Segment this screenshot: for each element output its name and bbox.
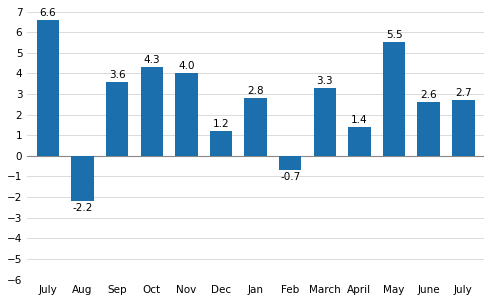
Text: 4.0: 4.0 — [178, 61, 194, 71]
Text: -0.7: -0.7 — [280, 172, 300, 182]
Bar — [452, 100, 474, 156]
Text: 2.6: 2.6 — [420, 90, 437, 100]
Text: 3.6: 3.6 — [109, 69, 126, 80]
Text: 5.5: 5.5 — [386, 31, 403, 40]
Text: 6.6: 6.6 — [40, 8, 56, 18]
Bar — [106, 82, 129, 156]
Bar — [279, 156, 301, 170]
Bar — [140, 67, 163, 156]
Bar — [37, 20, 59, 156]
Bar — [348, 127, 371, 156]
Bar — [71, 156, 94, 201]
Bar — [210, 131, 232, 156]
Bar — [383, 43, 405, 156]
Text: 1.4: 1.4 — [351, 115, 368, 125]
Text: 2.7: 2.7 — [455, 88, 471, 98]
Bar — [314, 88, 336, 156]
Bar — [245, 98, 267, 156]
Bar — [175, 73, 198, 156]
Text: -2.2: -2.2 — [72, 203, 93, 213]
Text: 2.8: 2.8 — [247, 86, 264, 96]
Text: 1.2: 1.2 — [213, 119, 229, 129]
Text: 3.3: 3.3 — [317, 76, 333, 86]
Bar — [417, 102, 440, 156]
Text: 4.3: 4.3 — [143, 55, 160, 65]
